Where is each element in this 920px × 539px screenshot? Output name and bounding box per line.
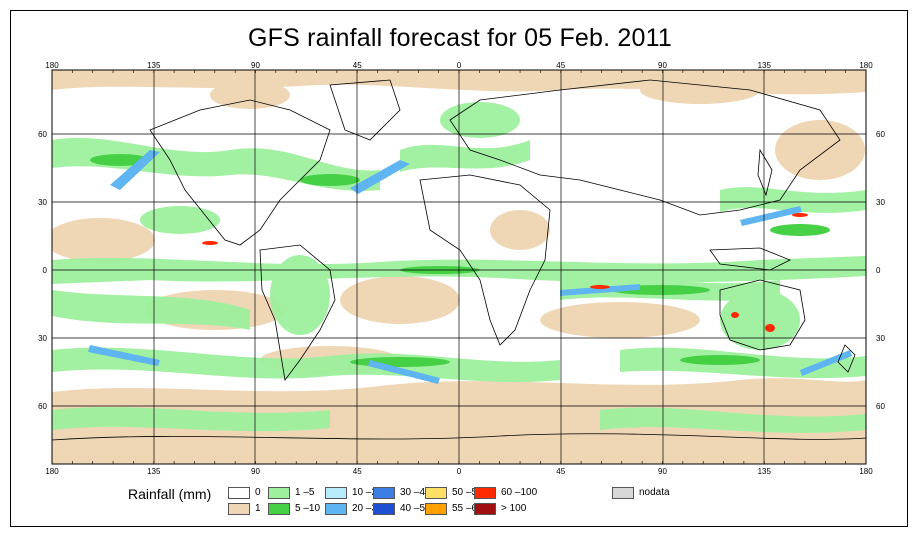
page-title: GFS rainfall forecast for 05 Feb. 2011 [247,24,672,52]
latitude-tick-label: 30 [876,334,885,343]
legend-swatch [425,487,447,499]
longitude-tick-label: 90 [658,467,667,476]
legend-swatch [612,487,634,499]
longitude-tick-label: 135 [757,467,771,476]
legend-swatch [268,487,290,499]
longitude-tick-label: 45 [352,467,362,476]
intense-rain-spots [202,213,808,332]
latitude-tick-label: 30 [38,334,47,343]
longitude-tick-label: 180 [45,61,59,70]
latitude-tick-label: 60 [38,130,47,139]
latitude-tick-label: 60 [38,402,47,411]
legend-label: 55 –60 [452,503,483,514]
legend-swatch [425,503,447,515]
latitude-tick-label: 30 [38,198,47,207]
legend-swatch [268,503,290,515]
longitude-tick-label: 135 [757,61,771,70]
axis-ticks [51,70,867,464]
legend-label: 0 [255,487,261,498]
legend-label: nodata [639,487,670,498]
latitude-tick-label: 60 [876,402,885,411]
longitude-tick-label: 45 [556,467,566,476]
legend-label: 60 –100 [501,487,538,498]
coastlines [52,79,866,441]
legend-swatch [373,487,395,499]
latitude-tick-label: 0 [42,266,47,275]
legend-label: > 100 [501,503,527,514]
legend-swatch [373,503,395,515]
legend-label: 40 –50 [400,503,431,514]
longitude-tick-label: 180 [859,467,873,476]
legend-title: Rainfall (mm) [128,486,212,502]
longitude-tick-label: 135 [147,467,161,476]
latitude-tick-label: 0 [876,266,881,275]
legend-swatch [474,487,496,499]
longitude-tick-label: 180 [859,61,873,70]
longitude-tick-label: 180 [45,467,59,476]
longitude-tick-label: 0 [456,61,462,70]
rain-bands-blue [88,150,852,384]
legend-label: 50 –55 [452,487,483,498]
legend-label: 30 –40 [400,487,431,498]
legend-label: 1 [255,503,261,514]
graticule [52,70,866,464]
legend-swatch [325,487,347,499]
longitude-tick-label: 135 [147,61,161,70]
legend-label: 5 –10 [295,503,321,514]
longitude-tick-label: 90 [251,467,260,476]
latitude-tick-label: 60 [876,130,885,139]
legend-label: 1 –5 [295,487,315,498]
longitude-tick-label: 90 [658,61,667,70]
legend-swatch [474,503,496,515]
legend-label: 10 –20 [352,487,383,498]
legend-swatch [228,503,250,515]
longitude-tick-label: 45 [352,61,362,70]
longitude-tick-label: 0 [456,467,462,476]
legend-swatch [228,487,250,499]
legend-swatch [325,503,347,515]
figure-frame [10,10,908,527]
latitude-tick-label: 30 [876,198,885,207]
longitude-tick-label: 90 [251,61,260,70]
longitude-tick-label: 45 [556,61,566,70]
legend-label: 20 –30 [352,503,383,514]
